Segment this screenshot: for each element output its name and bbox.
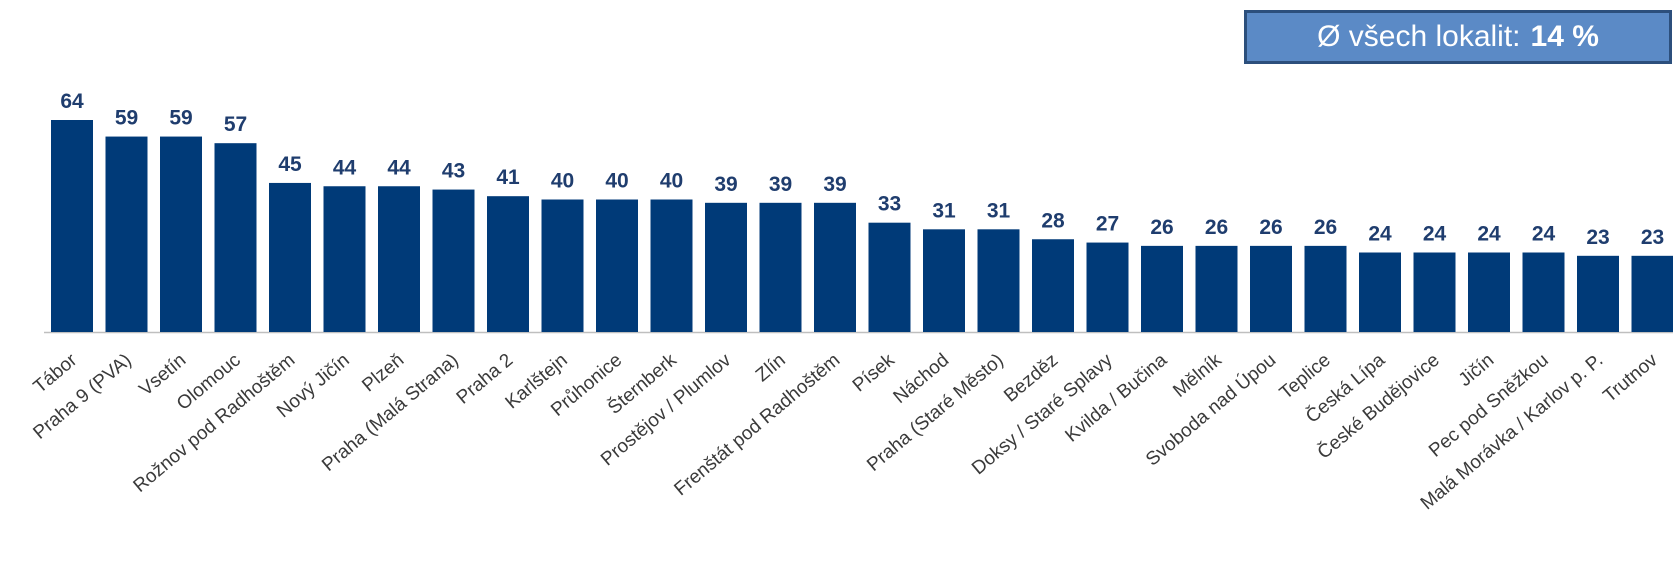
data-label: 39 [769,173,792,196]
average-badge: Ø všech lokalit: 14 % [1244,10,1672,64]
data-label: 57 [224,113,247,136]
bar [487,196,529,332]
bar [1195,245,1238,332]
category-label: Praha 9 (PVA) [29,350,135,444]
data-label: 41 [496,166,520,189]
bar [269,182,311,332]
category-label: Jičín [1455,350,1498,391]
bar [1468,252,1510,332]
data-label: 40 [605,170,628,193]
data-label: 31 [932,199,956,222]
data-label: 59 [169,107,192,130]
bar [1577,255,1619,332]
bar [432,189,475,332]
bar [1141,245,1183,332]
data-label: 26 [1205,216,1228,239]
data-label: 24 [1423,223,1447,246]
data-label: 44 [333,156,357,179]
bar [1522,252,1565,332]
data-label: 44 [387,156,411,179]
bar [378,186,420,332]
average-value: 14 % [1530,20,1599,53]
bar [160,136,202,332]
bar [1086,242,1129,332]
bar [977,229,1020,332]
bar [105,136,148,332]
data-label: 24 [1477,223,1501,246]
data-label: 24 [1368,223,1392,246]
data-label: 31 [987,199,1011,222]
category-label: Trutnov [1599,349,1662,406]
bar [1359,252,1401,332]
data-label: 39 [823,173,846,196]
bar [868,222,911,332]
bar [1032,239,1074,332]
bar [323,186,366,332]
bar [705,202,747,332]
data-label: 26 [1150,216,1173,239]
data-label: 40 [660,170,683,193]
average-label: Ø všech lokalit: [1317,20,1521,53]
data-label: 45 [278,153,302,176]
data-label: 23 [1586,226,1609,249]
bar [214,143,257,332]
data-label: 39 [714,173,737,196]
bar [650,199,693,332]
bar [1304,245,1347,332]
bar [596,199,638,332]
data-label: 23 [1641,226,1664,249]
data-label: 59 [115,107,138,130]
data-label: 28 [1041,209,1065,232]
data-label: 24 [1532,223,1556,246]
data-label: 26 [1314,216,1337,239]
data-label: 27 [1096,213,1119,236]
data-label: 43 [442,160,465,183]
data-label: 40 [551,170,574,193]
data-label: 33 [878,193,901,216]
bar [1413,252,1456,332]
category-label: Zlín [752,350,790,386]
bar [923,229,965,332]
bar [1631,255,1673,332]
data-label: 64 [60,90,84,113]
bar [541,199,584,332]
data-label: 26 [1259,216,1282,239]
bar [1250,245,1292,332]
bar [51,120,93,332]
bar [814,202,856,332]
bar [759,202,802,332]
